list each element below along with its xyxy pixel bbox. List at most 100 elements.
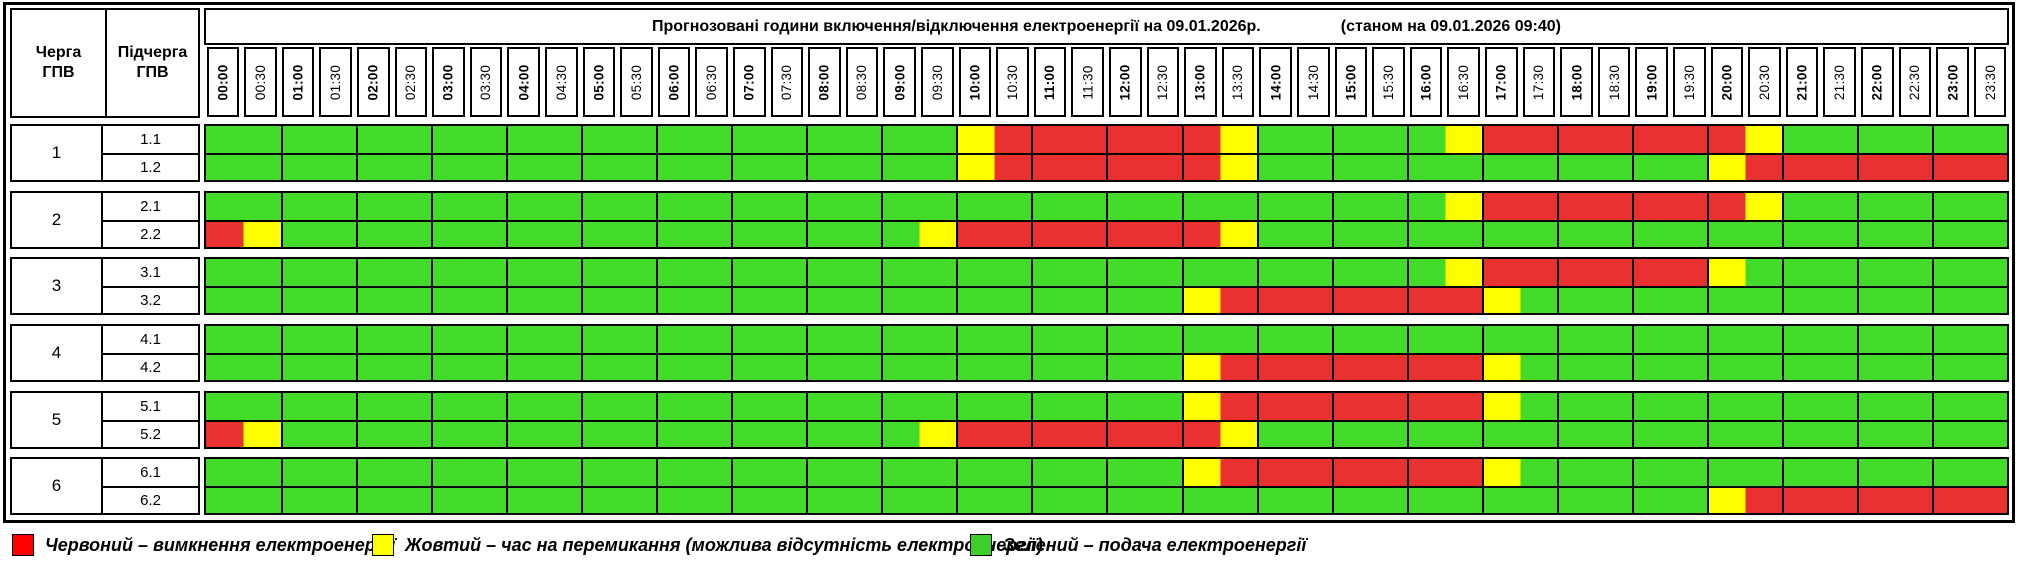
schedule-cell-hour [206, 126, 282, 153]
queue-band-cells [204, 390, 2009, 449]
time-label: 15:30 [1372, 47, 1405, 117]
schedule-cell-hour [506, 126, 582, 153]
schedule-cell-hour [1556, 286, 1632, 314]
schedule-cell-hour [1706, 486, 1782, 514]
time-label: 01:30 [319, 47, 352, 117]
subqueue-label-cell: 2.2 [103, 219, 198, 247]
schedule-cell-hour [1931, 126, 2007, 153]
schedule-cell-hour [1706, 259, 1782, 287]
time-label-text: 18:00 [1569, 63, 1585, 101]
time-label-text: 16:30 [1456, 64, 1472, 100]
schedule-cell-hour [731, 325, 807, 353]
time-label-text: 03:00 [440, 63, 456, 101]
schedule-cell-hour [1106, 126, 1182, 153]
time-label-text: 16:00 [1418, 63, 1434, 101]
schedule-cell-hour [581, 392, 657, 420]
subqueue-label-cell: 6.2 [103, 486, 198, 513]
schedule-cell-hour [1856, 219, 1932, 247]
schedule-cell-hour [431, 392, 507, 420]
schedule-cell-hour [581, 352, 657, 380]
schedule-cell-hour [506, 459, 582, 487]
schedule-cell-hour [1931, 459, 2007, 487]
time-label-text: 05:00 [591, 63, 607, 101]
schedule-cell-hour [656, 325, 732, 353]
schedule-cell-hour [656, 392, 732, 420]
schedule-cell-hour [1556, 219, 1632, 247]
time-label: 23:30 [1973, 47, 2007, 117]
time-label: 20:30 [1748, 47, 1781, 117]
schedule-cell-hour [1481, 325, 1557, 353]
schedule-cell-hour [1931, 325, 2007, 353]
schedule-cell-hour [956, 392, 1032, 420]
subqueue-label-cell: 3.2 [103, 286, 198, 313]
schedule-cell-hour [1331, 126, 1407, 153]
schedule-cell-hour [1256, 392, 1332, 420]
time-label: 08:30 [845, 47, 879, 117]
schedule-cell-hour [206, 459, 282, 487]
schedule-cell-hour [1106, 153, 1182, 180]
time-label: 23:00 [1936, 47, 1969, 117]
queue-band-labels: 1 1.1 1.2 [10, 124, 200, 182]
schedule-cell-hour [206, 486, 282, 514]
schedule-cell-hour [1781, 153, 1857, 180]
schedule-cell-hour [1631, 286, 1707, 314]
schedule-cell-hour [731, 286, 807, 314]
schedule-cell-hour [1481, 259, 1557, 287]
schedule-cell-hour [1931, 219, 2007, 247]
time-label-text: 23:00 [1945, 63, 1961, 101]
schedule-cell-hour [656, 219, 732, 247]
schedule-cell-hour [431, 486, 507, 514]
schedule-cell-hour [656, 486, 732, 514]
schedule-cell-hour [1181, 459, 1257, 487]
schedule-cell-hour [1631, 392, 1707, 420]
schedule-cell-hour [1856, 419, 1932, 447]
schedule-cell-hour [1256, 192, 1332, 220]
schedule-cell-hour [656, 286, 732, 314]
schedule-cell-hour [1406, 219, 1482, 247]
legend-label: Зелений – подача електроенергії [1003, 534, 1307, 555]
time-label-text: 04:00 [516, 63, 532, 101]
schedule-cell-hour [806, 286, 882, 314]
time-label: 14:00 [1259, 47, 1292, 117]
schedule-cell-hour [806, 153, 882, 180]
schedule-cell-hour [1256, 419, 1332, 447]
schedule-cell-hour [806, 192, 882, 220]
schedule-cell-hour [506, 192, 582, 220]
schedule-cell-hour [1031, 419, 1107, 447]
schedule-cell-hour [1631, 192, 1707, 220]
schedule-cell-hour [1856, 192, 1932, 220]
title-status: (станом на 09.01.2026 09:40) [1340, 17, 1561, 35]
schedule-cell-hour [356, 153, 432, 180]
schedule-cell-hour [1181, 486, 1257, 514]
schedule-cell-hour [1631, 219, 1707, 247]
time-label-text: 12:30 [1155, 64, 1171, 100]
time-label-text: 10:30 [1004, 64, 1020, 100]
time-label-text: 23:30 [1982, 64, 1998, 100]
schedule-cell-hour [1781, 459, 1857, 487]
time-label: 16:30 [1447, 47, 1481, 117]
schedule-cell-hour [1256, 352, 1332, 380]
time-label-text: 21:00 [1794, 63, 1810, 101]
schedule-cell-hour [1706, 192, 1782, 220]
schedule-cell-hour [206, 192, 282, 220]
schedule-cell-hour [1181, 192, 1257, 220]
schedule-cell-hour [506, 325, 582, 353]
time-label: 13:00 [1184, 47, 1217, 117]
schedule-cell-hour [1181, 325, 1257, 353]
schedule-cell-hour [206, 219, 282, 247]
schedule-cell-hour [881, 392, 957, 420]
schedule-cell-hour [1256, 486, 1332, 514]
schedule-cell-hour [956, 286, 1032, 314]
schedule-cell-hour [281, 486, 357, 514]
time-label: 00:00 [206, 47, 240, 117]
schedule-cell-hour [1331, 153, 1407, 180]
time-label: 03:00 [432, 47, 465, 117]
schedule-cell-hour [1706, 459, 1782, 487]
time-label-text: 10:00 [967, 63, 983, 101]
schedule-cell-hour [1256, 325, 1332, 353]
time-label-text: 20:00 [1719, 63, 1735, 101]
schedule-cell-hour [431, 286, 507, 314]
schedule-cell-hour [1181, 286, 1257, 314]
schedule-cell-hour [281, 419, 357, 447]
queue-number-cell: 1 [12, 126, 103, 180]
